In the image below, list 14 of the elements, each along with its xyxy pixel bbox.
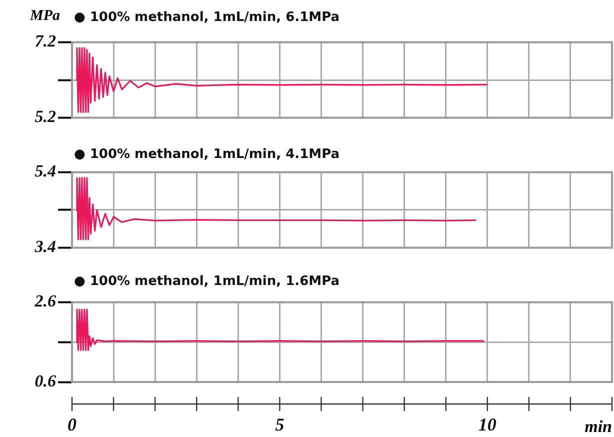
y-tick-label: 0.6 bbox=[34, 371, 56, 390]
y-tick-label: 5.4 bbox=[34, 162, 56, 181]
y-tick-label: 7.2 bbox=[34, 32, 56, 51]
y-axis-title: MPa bbox=[30, 8, 60, 25]
x-tick-label: 5 bbox=[275, 414, 284, 434]
x-tick-label: 10 bbox=[478, 414, 496, 434]
chart-title: ● 100% methanol, 1mL/min, 1.6MPa bbox=[74, 274, 340, 289]
x-axis-title: min bbox=[584, 417, 612, 437]
chart-title: ● 100% methanol, 1mL/min, 6.1MPa bbox=[74, 10, 340, 25]
y-tick-label: 3.4 bbox=[34, 237, 56, 256]
y-tick-label: 2.6 bbox=[34, 292, 56, 311]
chart-title: ● 100% methanol, 1mL/min, 4.1MPa bbox=[74, 147, 340, 162]
y-tick-label: 5.2 bbox=[34, 107, 56, 126]
x-tick-label: 0 bbox=[68, 414, 76, 434]
